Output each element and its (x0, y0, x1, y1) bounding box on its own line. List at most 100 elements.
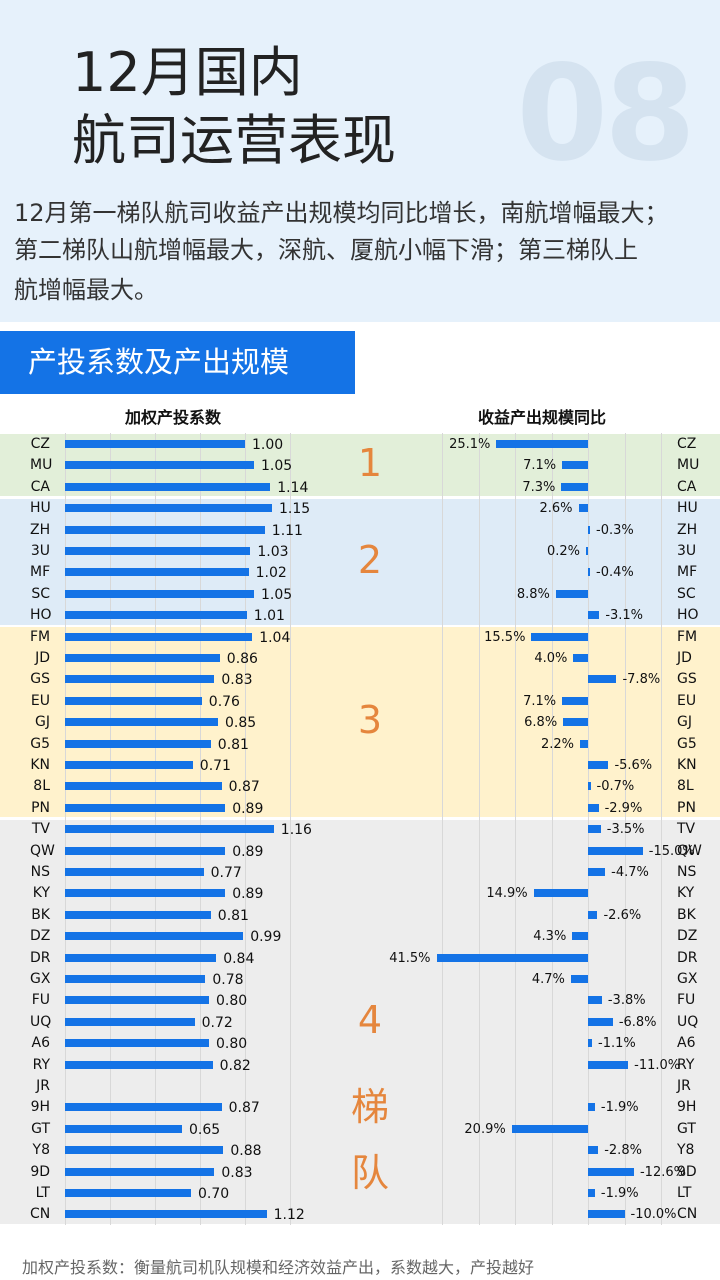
right-bar (572, 932, 588, 941)
left-bar (65, 910, 211, 919)
right-value-label: -0.4% (596, 565, 634, 581)
right-value-label: -2.6% (603, 907, 642, 923)
left-value-label: 1.05 (261, 458, 293, 475)
left-category-label: ZH (30, 521, 51, 538)
left-category-label: GX (30, 971, 51, 987)
right-category-label: 9H (677, 1099, 697, 1116)
left-category-label: MF (30, 564, 51, 581)
right-category-label: CN (677, 1206, 698, 1223)
left-value-label: 0.89 (232, 886, 264, 903)
left-bar (65, 1060, 213, 1069)
right-value-label: 7.1% (523, 693, 557, 709)
left-value-label: 0.70 (198, 1186, 230, 1202)
right-gridline (442, 433, 443, 1226)
right-category-label: DR (677, 949, 698, 966)
right-value-label: -1.9% (600, 1186, 639, 1201)
right-bar (496, 440, 588, 448)
left-category-label: G5 (30, 735, 50, 752)
right-category-label: HU (677, 500, 698, 517)
right-bar (579, 739, 588, 748)
left-gridline (290, 433, 291, 1226)
left-category-label: CZ (30, 436, 50, 452)
left-bar (65, 803, 226, 812)
left-value-label: 0.85 (225, 715, 257, 732)
left-value-label: 0.80 (216, 993, 248, 1010)
right-value-label: 4.7% (531, 972, 565, 987)
left-value-label: 0.81 (217, 736, 249, 753)
right-category-label: ZH (677, 521, 698, 538)
right-value-label: -0.3% (596, 522, 634, 538)
left-bar (65, 675, 215, 684)
right-bar (588, 568, 590, 577)
left-bar (65, 504, 272, 513)
right-category-label: 9D (677, 1163, 697, 1180)
right-value-label: 25.1% (449, 437, 491, 452)
right-category-label: MU (677, 457, 700, 474)
left-category-label: SC (31, 585, 50, 602)
right-bar (588, 803, 599, 812)
right-bar (588, 675, 617, 684)
right-value-label: -3.1% (605, 608, 644, 624)
left-bar (65, 1103, 222, 1112)
left-value-label: 1.02 (255, 565, 287, 582)
right-category-label: CZ (677, 436, 697, 452)
right-category-label: GS (677, 671, 697, 688)
left-bar (65, 654, 220, 662)
right-bar (588, 868, 606, 876)
left-value-label: 0.86 (226, 651, 258, 667)
left-bar (65, 761, 193, 769)
left-category-label: DZ (30, 928, 51, 945)
page-title-line-1: 12月国内 (72, 41, 303, 104)
right-bar (436, 953, 588, 962)
left-value-label: 1.15 (279, 501, 311, 518)
right-value-label: -5.6% (614, 758, 653, 773)
left-bar (65, 1210, 267, 1219)
right-bar (588, 996, 602, 1005)
left-category-label: KN (30, 757, 50, 773)
right-category-label: EU (677, 692, 697, 709)
right-category-label: NS (677, 864, 697, 880)
left-category-label: BK (31, 906, 50, 923)
right-value-label: -11.0% (634, 1057, 681, 1073)
right-bar (570, 975, 588, 983)
left-value-label: 1.14 (277, 479, 309, 496)
right-gridline (478, 433, 480, 1226)
left-bar (65, 547, 251, 555)
right-category-label: FU (677, 992, 696, 1009)
right-bar (578, 504, 588, 513)
right-category-label: TV (677, 821, 696, 838)
left-bar (65, 589, 254, 598)
left-bar (65, 1124, 182, 1133)
left-category-label: GT (31, 1120, 50, 1137)
left-value-label: 0.71 (199, 758, 231, 774)
left-value-label: 1.11 (271, 522, 303, 539)
left-bar (65, 525, 265, 534)
page-title-line-2: 航司运营表现 (72, 109, 396, 172)
left-value-label: 0.99 (250, 929, 282, 946)
left-category-label: TV (31, 821, 50, 838)
right-category-label: G5 (677, 735, 697, 752)
left-category-label: UQ (30, 1013, 52, 1030)
left-category-label: 8L (33, 778, 50, 795)
right-value-label: 8.8% (516, 586, 550, 602)
left-category-label: JR (36, 1078, 50, 1094)
left-value-label: 0.89 (232, 843, 264, 860)
right-value-label: 2.6% (539, 501, 573, 517)
left-bar (65, 846, 226, 855)
tier-label-4: 4 (357, 997, 383, 1042)
right-category-label: GX (677, 971, 698, 987)
right-value-label: 0.2% (546, 544, 580, 559)
right-bar (588, 1189, 595, 1197)
right-bar (588, 1167, 634, 1176)
right-value-label: -6.8% (618, 1014, 657, 1030)
right-value-label: -2.8% (604, 1143, 642, 1159)
right-bar (588, 782, 591, 791)
left-category-label: CN (30, 1206, 51, 1223)
right-category-label: Y8 (677, 1142, 695, 1159)
left-bar (65, 611, 247, 620)
right-bar (531, 632, 588, 641)
left-category-label: HU (30, 500, 51, 517)
tier-label-1: 1 (357, 441, 383, 486)
left-category-label: CA (30, 478, 50, 495)
left-value-label: 0.80 (216, 1036, 248, 1053)
